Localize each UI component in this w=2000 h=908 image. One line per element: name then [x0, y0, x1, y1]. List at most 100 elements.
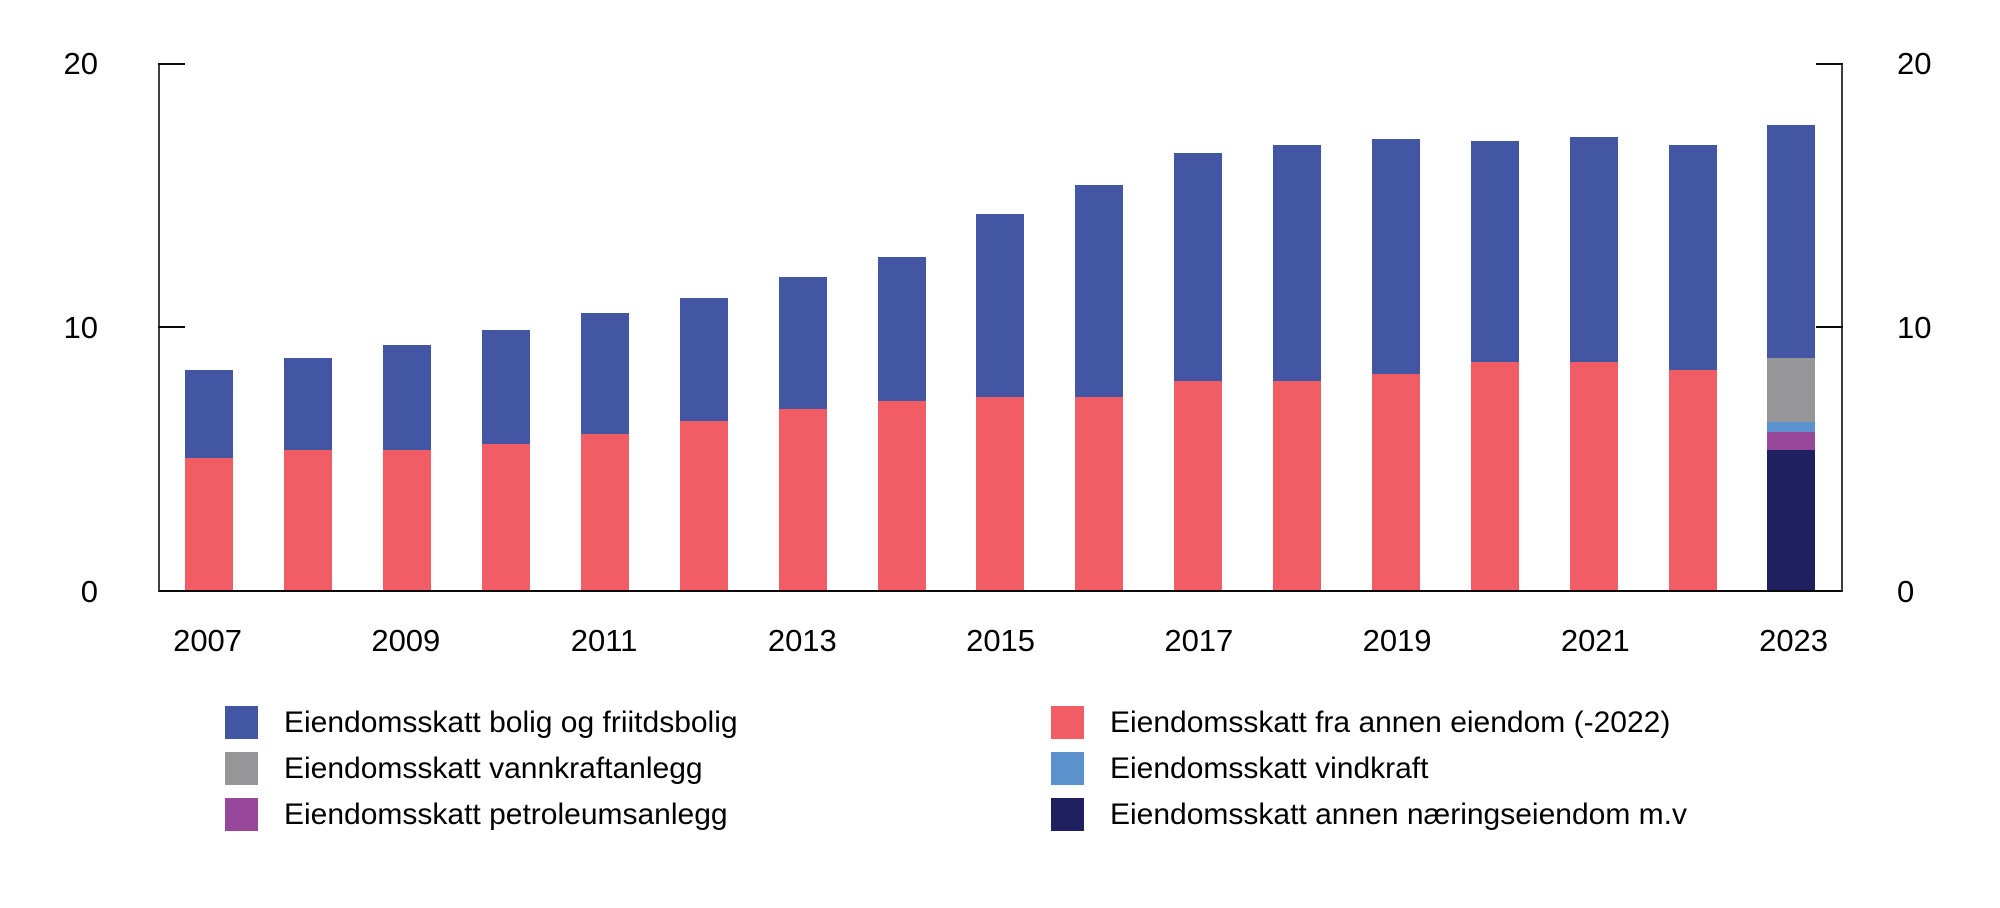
- bar-segment: [1668, 145, 1717, 370]
- navy-swatch-icon: [1051, 798, 1084, 831]
- red-swatch-icon: [1051, 706, 1084, 739]
- bar-segment: [1470, 361, 1519, 590]
- bar-segment: [1273, 145, 1322, 382]
- bar-segment: [1075, 397, 1124, 590]
- bar-segment: [1569, 137, 1618, 362]
- bar-slot-2009: [358, 64, 457, 590]
- stacked-bar-2007: [185, 369, 234, 590]
- bar-segment: [284, 357, 333, 451]
- bar-slot-2007: [160, 64, 259, 590]
- x-tick-label-2019: 2019: [1362, 623, 1432, 658]
- bar-slot-2020: [1445, 64, 1544, 590]
- bar-segment: [1767, 431, 1816, 451]
- legend-label: Eiendomsskatt vindkraft: [1110, 751, 1429, 785]
- x-tick-slot-empty: [1050, 622, 1149, 660]
- bar-segment: [1767, 125, 1816, 358]
- x-tick-label-2021: 2021: [1560, 623, 1630, 658]
- legend-item: Eiendomsskatt annen næringseiendom m.v: [1051, 798, 1687, 831]
- x-tick-label-2013: 2013: [767, 623, 837, 658]
- legend-label: Eiendomsskatt fra annen eiendom (-2022): [1110, 705, 1671, 739]
- bar-segment: [778, 277, 827, 410]
- bar-segment: [482, 330, 531, 444]
- x-tick-slot-empty: [1248, 622, 1347, 660]
- y-axis-label-left-20: 20: [63, 46, 98, 81]
- x-tick-slot-empty: [257, 622, 356, 660]
- x-axis-labels: 2007 2009 2011 2013 2015 2017 2019 2021 2023: [158, 622, 1843, 660]
- legend-label: Eiendomsskatt annen næringseiendom m.v: [1110, 797, 1687, 831]
- stacked-bar-2011: [580, 312, 629, 590]
- bar-segment: [1767, 450, 1816, 590]
- bar-segment: [185, 458, 234, 590]
- x-tick-slot-empty: [852, 622, 951, 660]
- purple-swatch-icon: [225, 798, 258, 831]
- x-tick-label-2009: 2009: [371, 623, 441, 658]
- bar-slot-2014: [852, 64, 951, 590]
- stacked-bar-2018: [1273, 145, 1322, 590]
- y-tick-mark-right-10: [1816, 326, 1843, 328]
- bar-slot-2023: [1742, 64, 1841, 590]
- bar-segment: [1767, 357, 1816, 423]
- x-tick-slot-empty: [1645, 622, 1744, 660]
- bar-slot-2015: [951, 64, 1050, 590]
- bar-slot-2008: [259, 64, 358, 590]
- legend-item: Eiendomsskatt petroleumsanlegg: [225, 798, 738, 831]
- stacked-bar-2009: [383, 344, 432, 590]
- bar-segment: [383, 450, 432, 590]
- bar-segment: [580, 312, 629, 435]
- bar-segment: [1668, 369, 1717, 590]
- y-tick-mark-left-20: [158, 63, 185, 65]
- bars: [160, 64, 1841, 590]
- legend-item: Eiendomsskatt fra annen eiendom (-2022): [1051, 706, 1687, 739]
- y-axis-label-left-0: 0: [80, 574, 98, 609]
- legend-label: Eiendomsskatt bolig og friitdsbolig: [284, 705, 738, 739]
- y-axis-label-left-10: 10: [63, 310, 98, 345]
- legend-label: Eiendomsskatt vannkraftanlegg: [284, 751, 703, 785]
- y-axis-label-right-10: 10: [1897, 310, 1932, 345]
- bar-slot-2021: [1544, 64, 1643, 590]
- y-axis-label-right-0: 0: [1897, 574, 1915, 609]
- bar-segment: [1075, 184, 1124, 398]
- stacked-bar-2022: [1668, 145, 1717, 590]
- bar-segment: [1767, 422, 1816, 432]
- y-axis-label-right-20: 20: [1897, 46, 1932, 81]
- stacked-bar-2023: [1767, 125, 1816, 590]
- stacked-bar-2021: [1569, 137, 1618, 590]
- stacked-bar-2008: [284, 357, 333, 590]
- bar-slot-2019: [1347, 64, 1446, 590]
- stacked-bar-2016: [1075, 184, 1124, 590]
- stacked-bar-2020: [1470, 141, 1519, 590]
- x-tick-label-2015: 2015: [966, 623, 1036, 658]
- bar-segment: [877, 401, 926, 590]
- legend-column-left: Eiendomsskatt bolig og friitdsbolig Eiend…: [225, 706, 738, 844]
- stacked-bar-2014: [877, 257, 926, 590]
- x-tick-slot-empty: [1447, 622, 1546, 660]
- bar-segment: [1470, 141, 1519, 362]
- bar-segment: [877, 257, 926, 402]
- x-tick-label-2023: 2023: [1759, 623, 1829, 658]
- bar-segment: [976, 397, 1025, 590]
- legend-item: Eiendomsskatt bolig og friitdsbolig: [225, 706, 738, 739]
- plot-area: [158, 63, 1843, 592]
- y-tick-mark-left-10: [158, 326, 185, 328]
- legend-item: Eiendomsskatt vannkraftanlegg: [225, 752, 738, 785]
- bar-slot-2022: [1643, 64, 1742, 590]
- gray-swatch-icon: [225, 752, 258, 785]
- stacked-bar-2019: [1371, 138, 1420, 590]
- legend-column-right: Eiendomsskatt fra annen eiendom (-2022) E…: [1051, 706, 1687, 844]
- stacked-bar-2012: [679, 298, 728, 590]
- bar-segment: [1371, 373, 1420, 590]
- bar-segment: [1174, 153, 1223, 382]
- bar-segment: [580, 434, 629, 590]
- bar-segment: [383, 344, 432, 451]
- legend-label: Eiendomsskatt petroleumsanlegg: [284, 797, 728, 831]
- bar-segment: [976, 213, 1025, 398]
- legend-item: Eiendomsskatt vindkraft: [1051, 752, 1687, 785]
- bar-segment: [1569, 361, 1618, 590]
- stacked-bar-2010: [482, 330, 531, 590]
- bar-segment: [1174, 381, 1223, 590]
- bar-segment: [679, 298, 728, 421]
- x-tick-slot-empty: [455, 622, 554, 660]
- stacked-bar-2017: [1174, 153, 1223, 590]
- bar-slot-2010: [457, 64, 556, 590]
